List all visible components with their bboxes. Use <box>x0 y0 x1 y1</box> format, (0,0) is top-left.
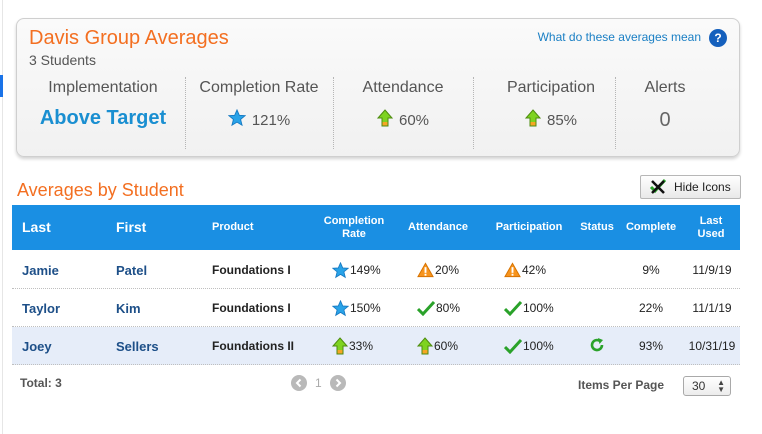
warning-icon <box>417 262 434 278</box>
table-row[interactable]: Taylor Kim Foundations I 150% 80% 100% 2… <box>12 289 740 327</box>
next-page-button[interactable] <box>329 375 346 391</box>
metric-completion-rate: Completion Rate 121% <box>185 77 333 149</box>
value: 20% <box>435 263 460 277</box>
divider <box>473 77 474 149</box>
metric-alerts: Alerts 0 <box>615 77 715 149</box>
value: 100% <box>523 339 554 353</box>
metric-label: Alerts <box>644 79 686 96</box>
metric-participation: Participation 85% <box>473 77 629 149</box>
cell-complete: 93% <box>638 339 664 353</box>
col-first[interactable]: First <box>116 219 147 235</box>
metric-value: 0 <box>659 109 671 131</box>
cell-attendance: 60% <box>417 327 458 365</box>
cell-completion-rate: 149% <box>332 251 381 289</box>
col-complete[interactable]: Complete <box>625 221 677 233</box>
cell-first[interactable]: Kim <box>116 300 141 316</box>
cell-product: Foundations I <box>212 263 291 277</box>
value: 150% <box>350 301 381 315</box>
averages-help-link[interactable]: What do these averages mean <box>537 30 701 44</box>
value: 42% <box>522 263 547 277</box>
warning-icon <box>504 262 521 278</box>
table-row[interactable]: Jamie Patel Foundations I 149% 20% 42% 9… <box>12 251 740 289</box>
cell-last-used: 11/9/19 <box>692 263 732 277</box>
metric-value: 60% <box>398 111 430 129</box>
section-title: Averages by Student <box>17 180 184 200</box>
value: 149% <box>350 263 381 277</box>
metric-value: Above Target <box>39 107 167 129</box>
metric-label: Implementation <box>48 79 158 96</box>
left-border <box>2 0 3 434</box>
cell-first[interactable]: Patel <box>116 262 148 278</box>
metric-attendance: Attendance 60% <box>333 77 473 149</box>
cell-participation: 42% <box>504 251 546 289</box>
divider <box>333 77 334 149</box>
cell-participation: 100% <box>504 289 554 327</box>
metric-label: Completion Rate <box>199 79 319 96</box>
cell-last[interactable]: Jamie <box>22 262 59 278</box>
current-page: 1 <box>315 376 322 390</box>
divider <box>615 77 616 149</box>
pagination: 1 <box>291 375 346 391</box>
table-row[interactable]: Joey Sellers Foundations II 33% 60% 100%… <box>12 327 740 365</box>
cell-last[interactable]: Joey <box>22 338 52 354</box>
checkmark-icon <box>417 300 435 316</box>
refresh-icon[interactable] <box>589 337 605 356</box>
value: 100% <box>523 301 554 315</box>
arrow-up-icon <box>524 109 542 131</box>
metric-label: Participation <box>506 79 596 96</box>
arrow-up-icon <box>376 109 394 131</box>
col-completion-rate[interactable]: Completion Rate <box>323 214 385 240</box>
left-nav-accent <box>0 75 3 97</box>
star-icon <box>227 108 247 131</box>
cell-complete: 9% <box>642 263 660 277</box>
cell-last[interactable]: Taylor <box>22 300 61 316</box>
metric-value: 85% <box>546 111 578 129</box>
arrow-up-icon <box>417 337 433 355</box>
cell-last-used: 11/1/19 <box>692 301 732 315</box>
cell-product: Foundations II <box>212 339 294 353</box>
metric-value: 121% <box>251 111 291 129</box>
cell-first[interactable]: Sellers <box>116 338 159 354</box>
student-count: 3 Students <box>29 52 96 68</box>
group-averages-card: Davis Group Averages 3 Students What do … <box>16 18 740 157</box>
value: 60% <box>434 339 459 353</box>
select-arrows-icon: ▲ ▼ <box>717 378 725 394</box>
star-icon <box>332 299 349 317</box>
hide-icons-icon <box>649 178 669 197</box>
col-last[interactable]: Last <box>22 219 51 235</box>
col-product[interactable]: Product <box>212 221 254 233</box>
star-icon <box>332 261 349 279</box>
items-per-page-label: Items Per Page <box>578 378 665 392</box>
table-header: Last First Product Completion Rate Atten… <box>12 205 740 250</box>
metric-implementation: Implementation Above Target <box>23 77 183 149</box>
cell-last-used: 10/31/19 <box>688 339 736 353</box>
total-count: Total: 3 <box>20 376 62 390</box>
hide-icons-label: Hide Icons <box>674 180 731 194</box>
cell-completion-rate: 150% <box>332 289 381 327</box>
cell-participation: 100% <box>504 327 554 365</box>
group-title: Davis Group Averages <box>29 27 229 49</box>
arrow-up-icon <box>332 337 348 355</box>
value: 33% <box>349 339 374 353</box>
items-per-page-value: 30 <box>692 379 706 393</box>
col-attendance[interactable]: Attendance <box>408 221 468 233</box>
col-last-used[interactable]: Last Used <box>697 214 725 240</box>
value: 80% <box>436 301 461 315</box>
col-status[interactable]: Status <box>580 221 614 233</box>
divider <box>185 77 186 149</box>
checkmark-icon <box>504 338 522 354</box>
metric-label: Attendance <box>362 79 444 96</box>
cell-attendance: 20% <box>417 251 459 289</box>
cell-completion-rate: 33% <box>332 327 373 365</box>
cell-product: Foundations I <box>212 301 291 315</box>
help-icon[interactable]: ? <box>709 29 727 47</box>
items-per-page-select[interactable]: 30 ▲ ▼ <box>683 376 731 396</box>
cell-attendance: 80% <box>417 289 460 327</box>
col-participation[interactable]: Participation <box>495 221 563 233</box>
cell-complete: 22% <box>638 301 664 315</box>
hide-icons-button[interactable]: Hide Icons <box>640 175 741 199</box>
checkmark-icon <box>504 300 522 316</box>
prev-page-button[interactable] <box>291 375 307 391</box>
cell-status <box>576 327 618 365</box>
